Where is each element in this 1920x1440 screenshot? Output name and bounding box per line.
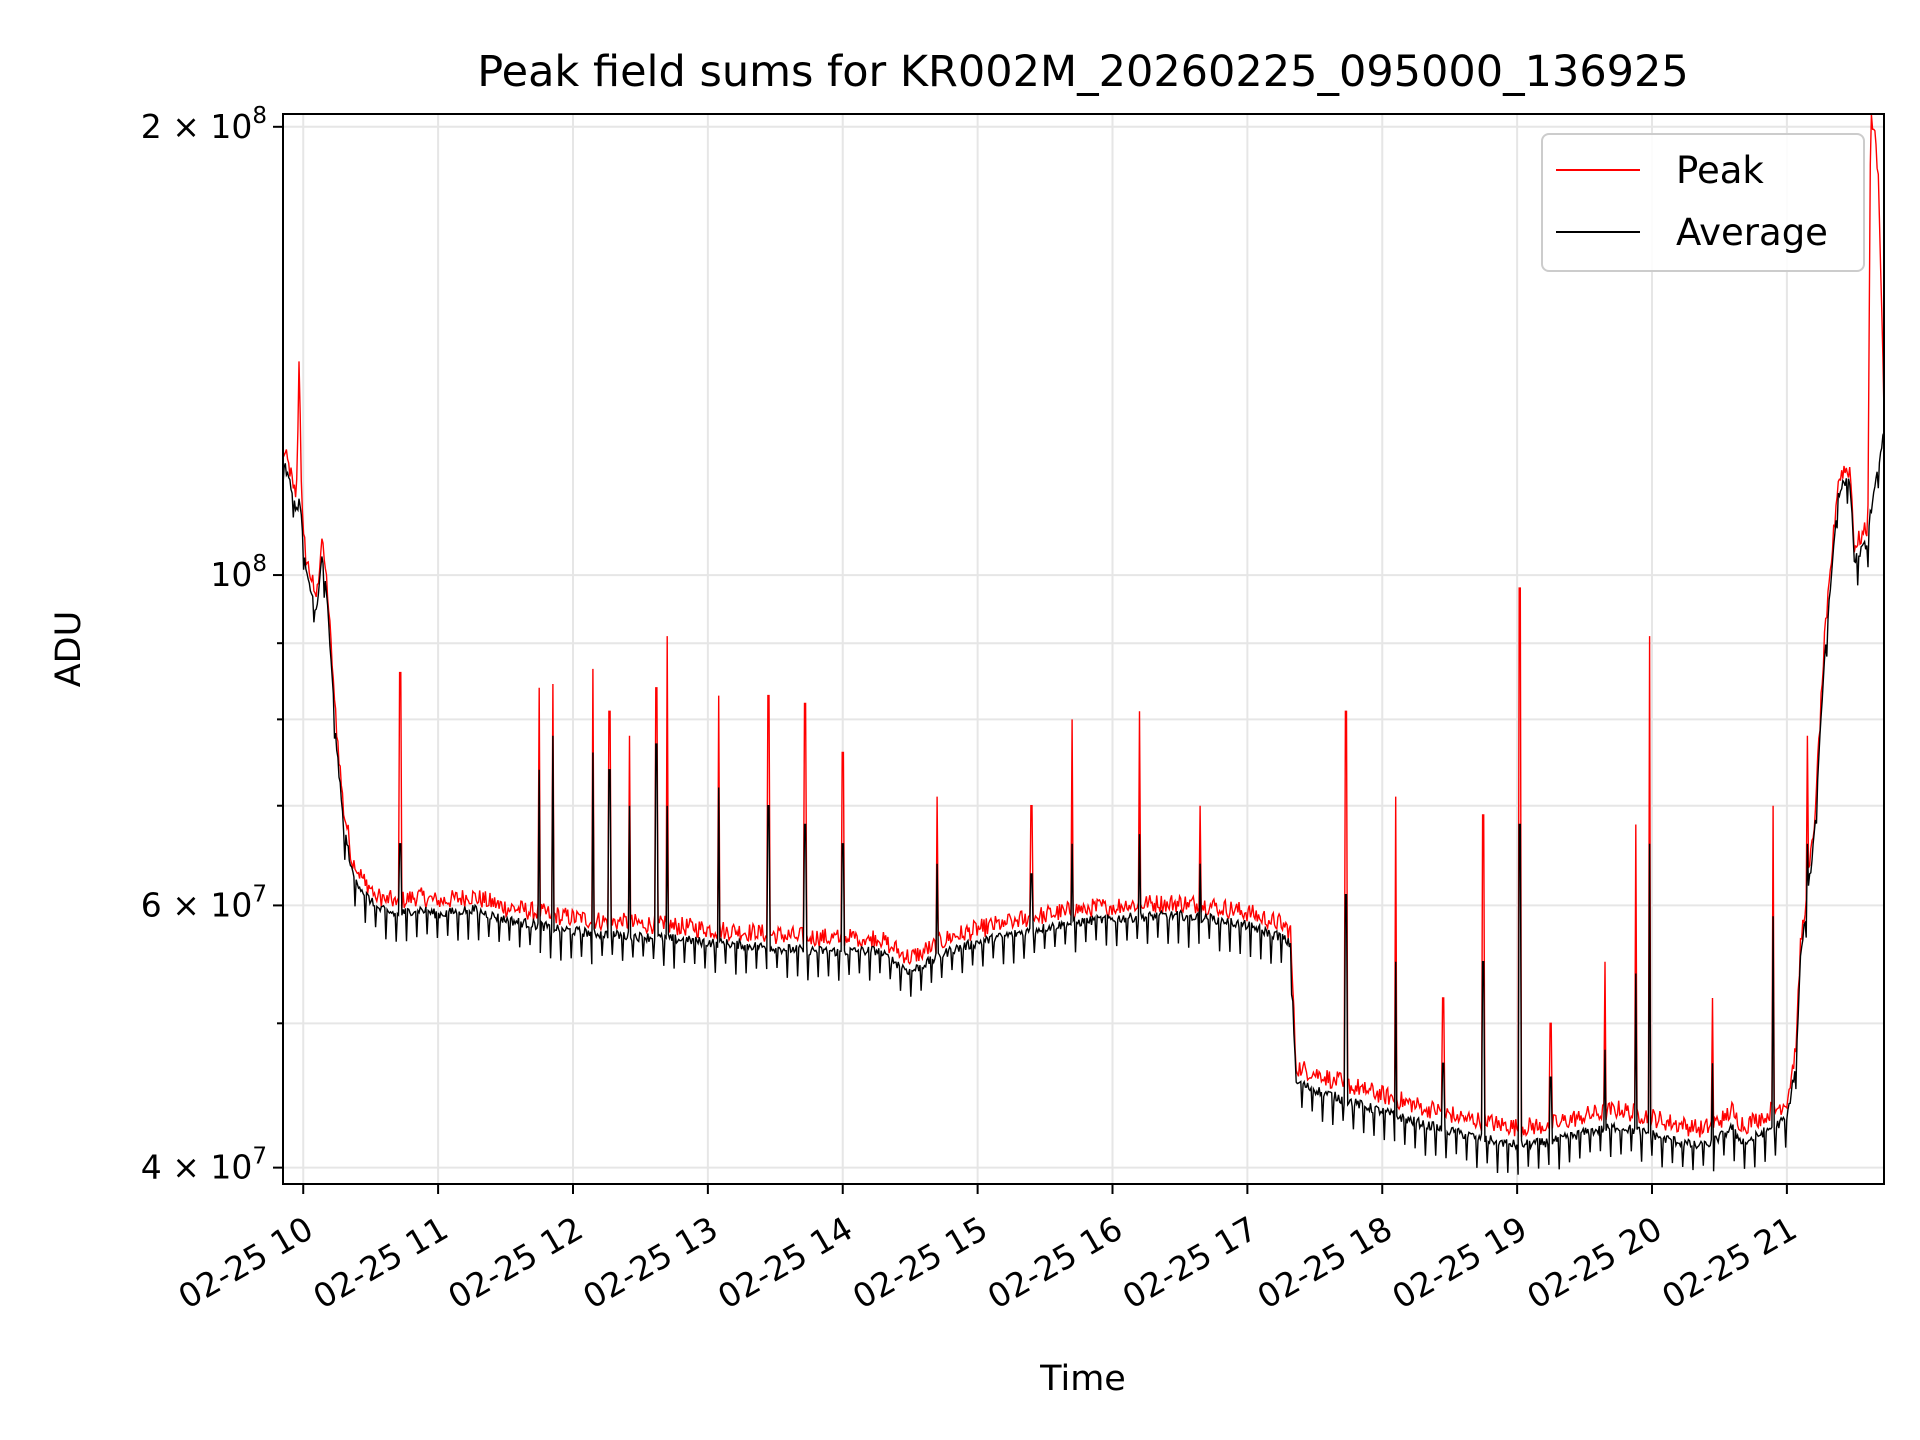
y-tick-label: 4 × 107 [141, 1144, 267, 1187]
y-tick-label: 6 × 107 [141, 881, 267, 924]
y-tick-label: 108 [210, 551, 267, 594]
plot-frame [282, 113, 1885, 1185]
series-layer [282, 114, 1885, 1175]
legend-box [1541, 133, 1865, 272]
legend-average-label: Average [1676, 211, 1828, 254]
legend-peak-label: Peak [1676, 149, 1764, 192]
series-line-average [282, 432, 1885, 1175]
series-line-peak [282, 114, 1885, 1138]
grid [283, 114, 1884, 1184]
chart-title: Peak field sums for KR002M_20260225_0950… [477, 47, 1689, 97]
y-axis-label: ADU [49, 611, 89, 688]
x-axis-label: Time [1039, 1359, 1126, 1399]
y-tick-label: 2 × 108 [141, 103, 267, 146]
legend: Peak Average [1541, 133, 1865, 272]
